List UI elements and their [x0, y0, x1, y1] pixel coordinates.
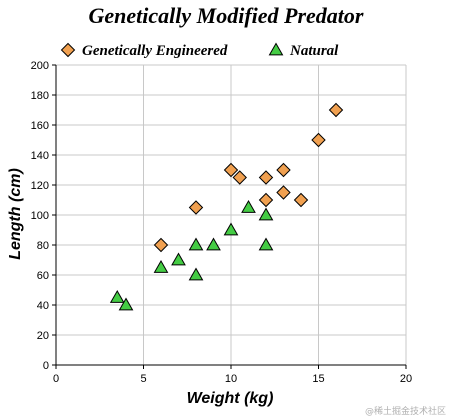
y-tick-label: 20	[37, 330, 49, 342]
x-tick-label: 20	[400, 373, 412, 385]
triangle-marker	[153, 259, 169, 273]
y-tick-label: 100	[31, 210, 49, 222]
diamond-marker	[276, 162, 291, 178]
y-tick-label: 80	[37, 240, 49, 252]
y-tick-label: 180	[31, 90, 49, 102]
axes	[52, 64, 407, 369]
legend-label: Genetically Engineered	[82, 43, 228, 59]
legend-item: Genetically Engineered	[60, 42, 228, 59]
x-tick-label: 5	[140, 373, 146, 385]
y-tick-label: 140	[31, 150, 49, 162]
series-2-points	[109, 199, 274, 311]
x-axis-title: Weight (kg)	[187, 390, 274, 407]
diamond-marker	[188, 200, 204, 215]
legend-diamond-icon	[60, 42, 76, 58]
data-points	[109, 102, 344, 311]
legend-triangle-icon	[268, 42, 284, 56]
tick-labels: 0 20 40 60 80 100 120 140 160 180 200 0 5 10 15 20	[31, 60, 412, 385]
watermark-text: @稀土掘金技术社区	[365, 405, 446, 417]
diamond-marker	[232, 170, 247, 185]
legend-label: Natural	[289, 43, 339, 59]
diamond-marker	[328, 102, 344, 118]
y-tick-label: 0	[43, 360, 49, 372]
y-axis-title: Length (cm)	[7, 168, 24, 260]
diamond-marker	[258, 170, 274, 185]
x-tick-label: 10	[225, 373, 237, 385]
triangle-marker	[188, 237, 204, 251]
x-tick-label: 0	[53, 373, 59, 385]
chart-title: Genetically Modified Predator	[89, 3, 364, 28]
diamond-marker	[223, 162, 239, 178]
triangle-marker	[223, 222, 239, 236]
diamond-marker	[293, 192, 309, 208]
triangle-marker	[206, 237, 221, 251]
y-tick-label: 40	[37, 300, 49, 312]
diamond-marker	[153, 237, 169, 253]
triangle-marker	[188, 267, 204, 281]
triangle-marker	[258, 207, 274, 221]
y-tick-label: 120	[31, 180, 49, 192]
diamond-marker	[311, 132, 326, 148]
y-tick-label: 200	[31, 60, 49, 72]
series-1-points	[153, 102, 344, 253]
gridlines	[55, 64, 407, 366]
y-tick-label: 60	[37, 270, 49, 282]
triangle-marker	[171, 252, 186, 266]
x-tick-label: 15	[312, 373, 324, 385]
y-tick-label: 160	[31, 120, 49, 132]
legend-item: Natural	[268, 42, 339, 59]
triangle-marker	[118, 297, 134, 311]
triangle-marker	[241, 199, 256, 213]
diamond-marker	[276, 185, 291, 200]
diamond-marker	[258, 192, 274, 208]
triangle-marker	[109, 289, 125, 303]
triangle-marker	[258, 237, 274, 251]
legend: Genetically Engineered Natural	[60, 42, 339, 59]
